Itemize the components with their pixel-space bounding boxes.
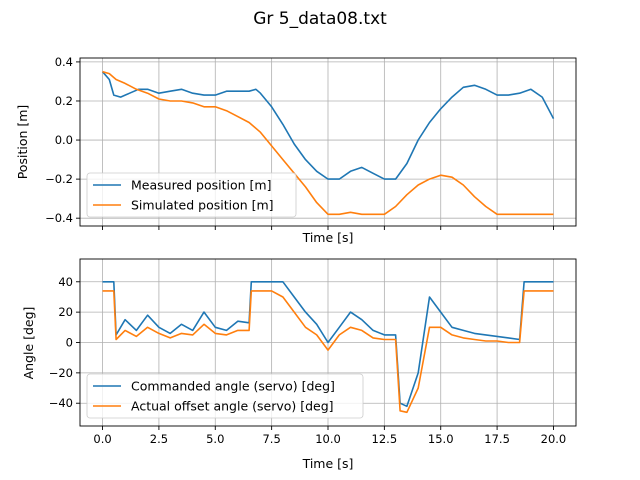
angle-series-line-0 (102, 280, 554, 408)
angle-xtick-label: 20.0 (541, 432, 567, 446)
angle-xtick-label: 12.5 (372, 432, 398, 446)
position-series-layer (101, 70, 555, 216)
angle-xtick-label: 10.0 (315, 432, 341, 446)
position-ytick-label: −0.4 (45, 211, 73, 225)
position-ytick-label: 0.4 (55, 55, 73, 69)
angle-legend: Commanded angle (servo) [deg] Actual off… (86, 373, 364, 419)
position-ytick-label: 0.0 (55, 133, 73, 147)
angle-xtick-label: 17.5 (484, 432, 510, 446)
angle-ytick-label: 40 (58, 275, 73, 289)
position-axes: −0.4−0.20.00.20.4 Time [s] Position [m] … (15, 55, 577, 245)
position-ticks: −0.4 −0.2 0.0 0.2 0.4 (45, 55, 554, 230)
position-series-line-0 (101, 71, 555, 180)
legend-label-simulated: Simulated position [m] (131, 198, 274, 213)
angle-xlabel: Time [s] (302, 456, 354, 471)
angle-series-layer (102, 280, 554, 414)
angle-axes: 0.0 2.5 5.0 7.5 10.0 12.5 15.0 17.5 20.0 −40 −20 0 2… (21, 258, 577, 471)
legend-label-commanded: Commanded angle (servo) [deg] (131, 379, 335, 394)
position-xlabel: Time [s] (302, 230, 354, 245)
angle-series-line-1 (102, 290, 554, 414)
angle-ytick-label: −20 (49, 366, 73, 380)
position-legend: Measured position [m] Simulated position… (86, 172, 297, 218)
angle-xtick-label: 0.0 (93, 432, 111, 446)
position-ytick-label: −0.2 (45, 172, 73, 186)
angle-ytick-label: −40 (49, 396, 73, 410)
figure-title: Gr 5_data08.txt (253, 9, 387, 29)
angle-ytick-label: 0 (66, 336, 73, 350)
angle-xtick-label: 5.0 (206, 432, 224, 446)
position-legend-box (86, 172, 297, 218)
legend-label-actual: Actual offset angle (servo) [deg] (131, 399, 334, 414)
angle-xtick-label: 2.5 (150, 432, 168, 446)
angle-ticks: 0.0 2.5 5.0 7.5 10.0 12.5 15.0 17.5 20.0 −40 −20 0 2… (49, 275, 567, 446)
position-ylabel: Position [m] (15, 105, 30, 180)
position-series-line-1 (102, 70, 554, 216)
angle-xtick-label: 7.5 (262, 432, 280, 446)
position-ytick-label: 0.2 (55, 94, 73, 108)
angle-ytick-label: 20 (58, 305, 73, 319)
angle-ylabel: Angle [deg] (21, 307, 36, 380)
legend-label-measured: Measured position [m] (131, 178, 271, 193)
angle-xtick-label: 15.0 (428, 432, 454, 446)
angle-legend-box (86, 373, 364, 419)
